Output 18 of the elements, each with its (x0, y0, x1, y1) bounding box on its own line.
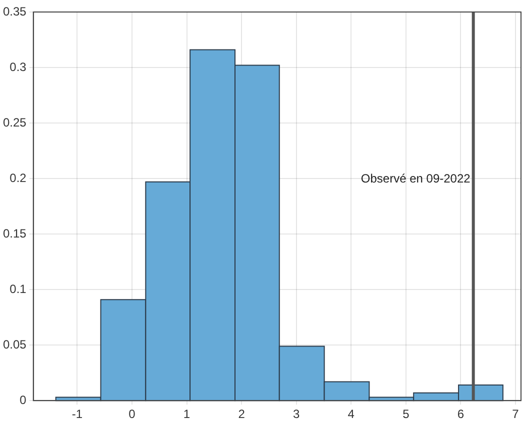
y-tick-label: 0.1 (10, 282, 27, 296)
x-tick-label: 1 (183, 407, 190, 422)
x-tick-label: 7 (512, 407, 520, 422)
x-tick-label: 6 (457, 407, 464, 422)
y-tick-label: 0.05 (2, 337, 27, 352)
y-tick-label: 0 (20, 392, 27, 407)
ref-line-label: Observé en 09-2022 (360, 171, 471, 186)
y-tick-label: 0.25 (2, 115, 27, 130)
x-tick-label: 0 (128, 407, 136, 422)
x-tick-label: 3 (293, 407, 300, 422)
y-tick-label: 0.35 (2, 4, 27, 18)
y-tick-label: 0.3 (10, 60, 27, 74)
y-tick-label: 0.15 (2, 226, 27, 240)
x-tick-label: 5 (402, 407, 410, 422)
y-tick-label: 0.2 (10, 170, 27, 185)
x-tick-label: -1 (72, 407, 83, 422)
x-tick-label: 4 (348, 407, 355, 422)
x-tick-label: 2 (238, 407, 246, 422)
